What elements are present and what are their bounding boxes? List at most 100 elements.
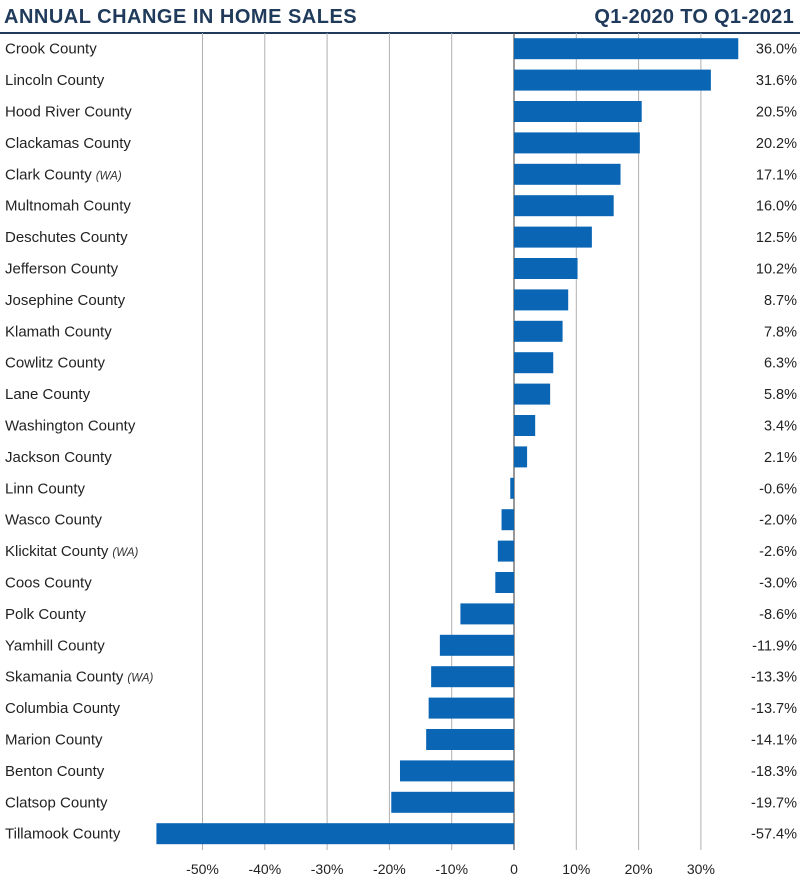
category-name: Skamania County (5, 669, 124, 686)
category-label: Tillamook County (5, 826, 121, 843)
category-label: Deschutes County (5, 229, 128, 246)
x-tick-label: 20% (625, 861, 653, 877)
category-note: (WA) (127, 673, 153, 685)
bar (514, 226, 592, 248)
bar (514, 320, 563, 342)
category-name: Cowlitz County (5, 355, 106, 372)
category-label: Cowlitz County (5, 355, 106, 372)
category-label: Klickitat County (WA) (5, 543, 139, 560)
bar (399, 760, 514, 782)
category-label: Yamhill County (5, 637, 105, 654)
value-label: 17.1% (756, 167, 797, 183)
bar (428, 697, 514, 719)
category-label: Lincoln County (5, 72, 105, 89)
category-label: Linn County (5, 480, 86, 497)
category-name: Yamhill County (5, 637, 105, 654)
value-label: 3.4% (764, 419, 797, 435)
category-label: Polk County (5, 606, 86, 623)
category-label: Wasco County (5, 512, 102, 529)
value-label: 8.7% (764, 293, 797, 309)
category-name: Columbia County (5, 700, 121, 717)
bar (391, 791, 514, 813)
value-label: -13.7% (751, 701, 797, 717)
category-name: Clark County (5, 166, 92, 183)
bar (514, 38, 739, 60)
bar (514, 69, 711, 91)
chart-subtitle: Q1-2020 TO Q1-2021 (594, 6, 794, 28)
value-label: 2.1% (764, 450, 797, 466)
category-name: Jackson County (5, 449, 112, 466)
category-name: Lane County (5, 386, 91, 403)
x-tick-label: 0 (510, 861, 518, 877)
category-label: Clackamas County (5, 135, 131, 152)
bar (514, 446, 528, 468)
x-tick-label: -50% (186, 861, 219, 877)
category-name: Hood River County (5, 104, 132, 121)
category-name: Coos County (5, 575, 92, 592)
category-name: Polk County (5, 606, 86, 623)
value-label: -8.6% (759, 607, 797, 623)
category-label: Marion County (5, 732, 103, 749)
value-label: 20.5% (756, 105, 797, 121)
category-name: Clatsop County (5, 794, 108, 811)
bar (514, 383, 551, 405)
category-label: Washington County (5, 418, 136, 435)
category-name: Crook County (5, 41, 97, 58)
category-label: Klamath County (5, 323, 112, 340)
x-tick-label: -30% (311, 861, 344, 877)
category-label: Coos County (5, 575, 92, 592)
x-tick-label: 10% (562, 861, 590, 877)
value-label: 10.2% (756, 262, 797, 278)
bar (501, 509, 514, 531)
category-name: Lincoln County (5, 72, 105, 89)
category-label: Josephine County (5, 292, 126, 309)
value-label: 5.8% (764, 387, 797, 403)
category-label: Multnomah County (5, 198, 131, 215)
bar (439, 634, 514, 656)
bar (431, 666, 514, 688)
bar (510, 477, 514, 499)
value-label: 36.0% (756, 42, 797, 58)
category-name: Tillamook County (5, 826, 121, 843)
category-name: Klamath County (5, 323, 112, 340)
bar (514, 195, 614, 217)
category-label: Benton County (5, 763, 105, 780)
category-name: Klickitat County (5, 543, 109, 560)
bar (514, 415, 536, 436)
category-note: (WA) (96, 170, 122, 182)
value-label: -0.6% (759, 481, 797, 497)
category-name: Clackamas County (5, 135, 131, 152)
value-label: 12.5% (756, 230, 797, 246)
value-label: -14.1% (751, 733, 797, 749)
x-tick-label: -20% (373, 861, 406, 877)
x-tick-label: 30% (687, 861, 715, 877)
category-name: Linn County (5, 480, 86, 497)
gridlines (202, 33, 702, 850)
bar (514, 101, 642, 122)
bar (426, 729, 514, 750)
category-name: Benton County (5, 763, 105, 780)
value-label: -57.4% (751, 827, 797, 843)
category-label: Lane County (5, 386, 91, 403)
bar (497, 540, 514, 562)
category-name: Washington County (5, 418, 136, 435)
bar (514, 352, 554, 374)
category-label: Clark County (WA) (5, 166, 122, 183)
chart-header: ANNUAL CHANGE IN HOME SALES Q1-2020 TO Q… (0, 0, 800, 34)
category-name: Deschutes County (5, 229, 128, 246)
category-name: Marion County (5, 732, 103, 749)
value-label: 16.0% (756, 199, 797, 215)
category-label: Columbia County (5, 700, 121, 717)
value-label: -3.0% (759, 576, 797, 592)
value-label: -2.6% (759, 544, 797, 560)
category-note: (WA) (112, 547, 138, 559)
category-label: Jefferson County (5, 261, 119, 278)
value-label: -18.3% (751, 764, 797, 780)
x-tick-label: -10% (435, 861, 468, 877)
category-label: Jackson County (5, 449, 112, 466)
category-name: Jefferson County (5, 261, 119, 278)
category-name: Multnomah County (5, 198, 131, 215)
value-label: 31.6% (756, 73, 797, 89)
category-label: Crook County (5, 41, 97, 58)
